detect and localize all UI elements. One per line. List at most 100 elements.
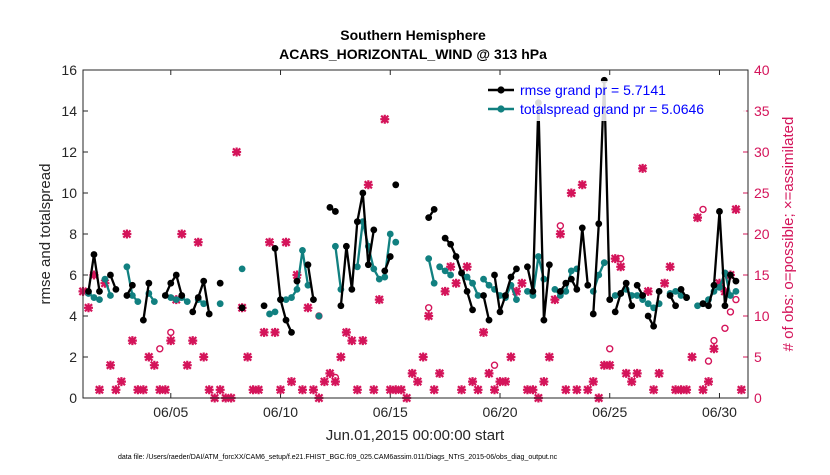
obs-assimilated-marker bbox=[155, 385, 165, 395]
spread-point bbox=[200, 300, 208, 308]
obs-assimilated-star bbox=[89, 270, 99, 280]
x-tick-label: 06/20 bbox=[482, 404, 517, 420]
rmse-point bbox=[639, 292, 647, 299]
rmse-point bbox=[85, 288, 92, 295]
obs-assimilated-marker bbox=[588, 377, 598, 387]
rmse-point bbox=[502, 292, 509, 299]
rmse-point bbox=[425, 214, 433, 222]
obs-assimilated-marker bbox=[703, 377, 713, 387]
obs-assimilated-star bbox=[177, 229, 187, 239]
rmse-point bbox=[524, 263, 531, 271]
spread-point bbox=[595, 271, 603, 279]
spread-point bbox=[633, 292, 641, 299]
obs-assimilated-star bbox=[435, 368, 445, 378]
spread-point bbox=[370, 265, 378, 273]
obs-possible-marker bbox=[490, 361, 499, 369]
rmse-line bbox=[164, 273, 183, 296]
spread-point bbox=[567, 267, 575, 275]
obs-assimilated-star bbox=[736, 385, 746, 395]
rmse-point bbox=[139, 316, 147, 324]
rmse-point bbox=[310, 296, 317, 303]
obs-assimilated-marker bbox=[583, 385, 593, 395]
obs-assimilated-star bbox=[281, 237, 291, 247]
obs-assimilated-star bbox=[468, 377, 478, 387]
obs-assimilated-star bbox=[583, 385, 593, 395]
obs-assimilated-star bbox=[429, 385, 439, 395]
obs-assimilated-marker bbox=[671, 385, 681, 395]
obs-assimilated-marker bbox=[522, 385, 532, 395]
obs-assimilated-star bbox=[440, 286, 450, 296]
rmse-point bbox=[606, 296, 614, 303]
obs-assimilated-marker bbox=[215, 385, 225, 395]
obs-assimilated-star bbox=[133, 385, 143, 395]
rmse-point bbox=[370, 226, 378, 234]
obs-assimilated-marker bbox=[424, 311, 434, 321]
obs-assimilated-star bbox=[703, 377, 713, 387]
obs-assimilated-marker bbox=[232, 147, 242, 157]
obs-assimilated-star bbox=[254, 385, 264, 395]
obs-assimilated-star bbox=[561, 385, 571, 395]
obs-assimilated-star bbox=[588, 377, 598, 387]
obs-assimilated-star bbox=[413, 377, 423, 387]
obs-assimilated-star bbox=[100, 278, 110, 288]
rmse-point bbox=[540, 316, 548, 324]
obs-assimilated-star bbox=[292, 270, 302, 280]
spread-point bbox=[732, 288, 740, 295]
rmse-point bbox=[573, 285, 581, 293]
obs-assimilated-marker bbox=[116, 377, 126, 387]
rmse-point bbox=[96, 288, 103, 295]
obs-assimilated-star bbox=[122, 229, 132, 239]
obs-assimilated-star bbox=[484, 368, 494, 378]
spread-point bbox=[392, 238, 400, 246]
rmse-point bbox=[705, 302, 712, 310]
y-tick-left-label: 6 bbox=[69, 267, 77, 283]
obs-possible-marker bbox=[156, 345, 164, 353]
obs-assimilated-marker bbox=[621, 368, 631, 378]
rmse-point bbox=[458, 269, 465, 277]
spread-point bbox=[315, 312, 323, 320]
obs-assimilated-star bbox=[182, 360, 192, 370]
obs-assimilated-marker bbox=[336, 352, 346, 362]
obs-assimilated-star bbox=[693, 213, 703, 223]
spread-point bbox=[128, 292, 136, 299]
data-file-footer: data file: /Users/raeder/DAI/ATM_forcXX/… bbox=[118, 454, 558, 461]
spread-point bbox=[562, 288, 570, 295]
obs-assimilated-marker bbox=[665, 262, 675, 272]
y-tick-right-label: 15 bbox=[754, 267, 770, 283]
obs-assimilated-star bbox=[457, 385, 467, 395]
rmse-point bbox=[463, 288, 471, 295]
spread-point bbox=[167, 294, 175, 301]
spread-point bbox=[271, 308, 279, 316]
rmse-point bbox=[578, 224, 586, 232]
rmse-point bbox=[145, 279, 153, 287]
obs-assimilated-star bbox=[638, 163, 648, 173]
obs-assimilated-star bbox=[566, 188, 576, 198]
rmse-point bbox=[331, 208, 339, 215]
spread-point bbox=[183, 298, 191, 306]
rmse-point bbox=[732, 277, 740, 285]
spread-point bbox=[331, 242, 339, 250]
obs-assimilated-marker bbox=[286, 377, 296, 387]
obs-assimilated-marker bbox=[479, 327, 489, 337]
spread-point bbox=[485, 281, 493, 289]
obs-assimilated-marker bbox=[243, 352, 253, 362]
obs-assimilated-star bbox=[308, 385, 318, 395]
obs-assimilated-star bbox=[303, 303, 313, 313]
rmse-point bbox=[441, 234, 449, 242]
obs-assimilated-marker bbox=[308, 385, 318, 395]
obs-assimilated-marker bbox=[347, 336, 357, 346]
obs-assimilated-marker bbox=[193, 237, 203, 247]
spread-point bbox=[611, 292, 619, 299]
rmse-point bbox=[507, 273, 515, 281]
obs-assimilated-marker bbox=[303, 303, 313, 313]
spread-point bbox=[288, 294, 295, 301]
obs-assimilated-marker bbox=[259, 327, 269, 337]
obs-assimilated-star bbox=[325, 368, 335, 378]
obs-assimilated-star bbox=[599, 360, 609, 370]
obs-assimilated-star bbox=[407, 368, 417, 378]
spread-point bbox=[727, 292, 734, 299]
obs-assimilated-star bbox=[347, 336, 357, 346]
spread-point bbox=[430, 279, 438, 287]
spread-point bbox=[441, 267, 449, 275]
spread-point bbox=[293, 285, 301, 293]
